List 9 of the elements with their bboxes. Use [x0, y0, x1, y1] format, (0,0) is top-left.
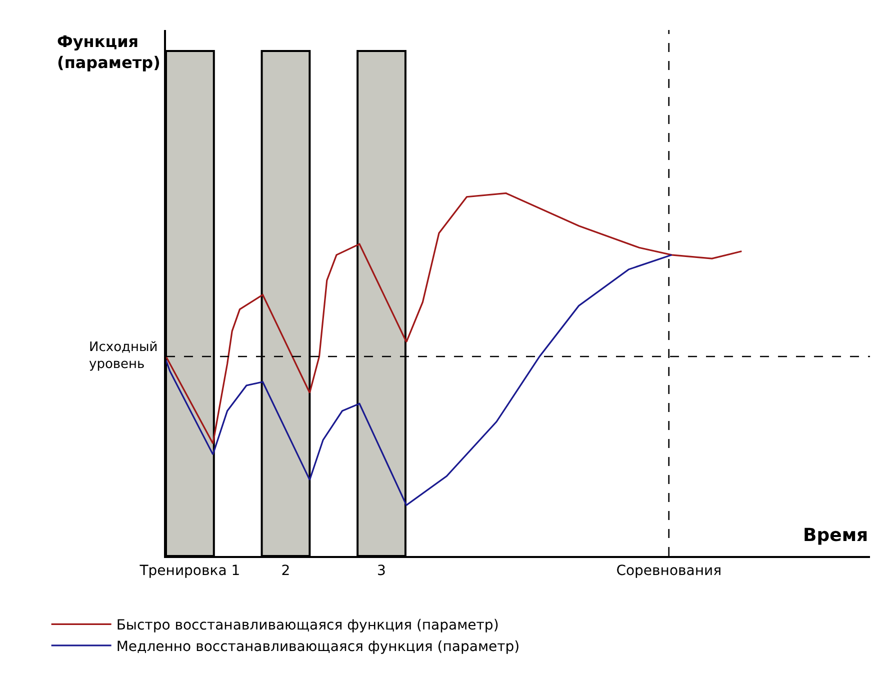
- legend-label: Быстро восстанавливающаяся функция (параметр): [116, 618, 499, 634]
- x-tick-label: 3: [377, 562, 386, 579]
- legend-label: Медленно восстанавливающаяся функция (параметр): [116, 638, 520, 655]
- ref-line-label: Исходный уровень: [89, 340, 158, 372]
- x-axis-title: Время: [803, 525, 868, 546]
- x-tick-label: Соревнования: [616, 562, 722, 579]
- text: Функция (параметр): [57, 32, 160, 72]
- x-tick-label: 2: [281, 562, 290, 579]
- x-tick-label: Тренировка 1: [138, 562, 240, 579]
